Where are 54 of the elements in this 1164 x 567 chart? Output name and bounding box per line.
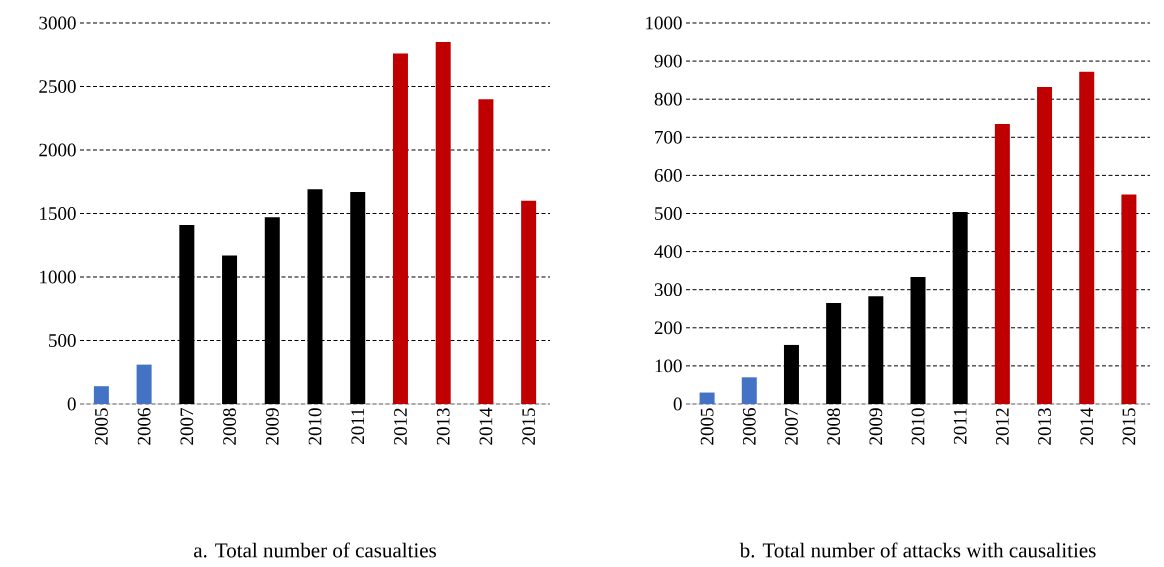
x-tick-label: 2015 bbox=[522, 408, 536, 445]
y-tick-label: 0 bbox=[673, 397, 682, 411]
y-tick-label: 100 bbox=[655, 359, 682, 373]
y-tick-label: 500 bbox=[49, 334, 76, 347]
bar bbox=[93, 386, 109, 404]
x-tick-label: 2005 bbox=[700, 408, 714, 445]
y-tick-label: 600 bbox=[654, 168, 682, 182]
x-tick-label: 2007 bbox=[180, 408, 194, 445]
x-tick-label: 2015 bbox=[1122, 408, 1136, 445]
x-tick-label: 2008 bbox=[827, 408, 841, 445]
bar bbox=[136, 364, 152, 404]
y-tick-label: 700 bbox=[655, 130, 682, 144]
y-tick-label: 900 bbox=[654, 54, 682, 68]
x-tick-label: 2007 bbox=[785, 408, 798, 445]
x-tick-label: 2011 bbox=[351, 408, 365, 444]
x-tick-label: 2006 bbox=[137, 408, 151, 445]
x-tick-label: 2014 bbox=[1080, 407, 1094, 445]
y-tick-label: 300 bbox=[654, 283, 682, 297]
x-tick-label: 2009 bbox=[265, 408, 279, 445]
x-tick-label: 2008 bbox=[223, 408, 236, 445]
bar bbox=[741, 377, 757, 404]
bar bbox=[1121, 194, 1137, 404]
x-tick-label: 2012 bbox=[995, 408, 1009, 445]
x-tick-label: 2010 bbox=[308, 408, 322, 445]
y-tick-label: 0 bbox=[67, 397, 76, 411]
bar bbox=[1037, 87, 1053, 404]
y-tick-label: 2000 bbox=[39, 143, 76, 157]
bar bbox=[435, 42, 451, 404]
text: b. Total number of attacks with causalities bbox=[739, 542, 1096, 558]
y-tick-label: 400 bbox=[654, 245, 682, 258]
y-tick-label: 500 bbox=[655, 207, 682, 220]
bar bbox=[392, 53, 408, 404]
y-tick-label: 1500 bbox=[40, 207, 76, 220]
x-tick-label: 2013 bbox=[436, 408, 450, 445]
text: a. Total number of casualties bbox=[194, 542, 437, 558]
y-tick-label: 1000 bbox=[646, 16, 682, 30]
y-tick-label: 800 bbox=[654, 92, 682, 106]
x-tick-label: 2012 bbox=[394, 408, 407, 445]
x-tick-label: 2014 bbox=[479, 407, 493, 445]
bar bbox=[478, 99, 494, 404]
bar bbox=[1079, 71, 1095, 404]
y-tick-label: 200 bbox=[654, 321, 682, 335]
x-tick-label: 2009 bbox=[869, 408, 883, 445]
x-tick-label: 2011 bbox=[953, 408, 967, 444]
y-tick-label: 1000 bbox=[40, 270, 76, 284]
x-tick-label: 2013 bbox=[1038, 408, 1051, 445]
bar bbox=[994, 123, 1010, 404]
x-tick-label: 2010 bbox=[911, 408, 925, 445]
y-tick-label: 3000 bbox=[39, 16, 76, 30]
y-tick-label: 2500 bbox=[39, 80, 76, 93]
bar bbox=[699, 392, 715, 404]
bar bbox=[521, 200, 537, 404]
x-tick-label: 2006 bbox=[742, 408, 756, 445]
x-tick-label: 2005 bbox=[94, 408, 108, 445]
